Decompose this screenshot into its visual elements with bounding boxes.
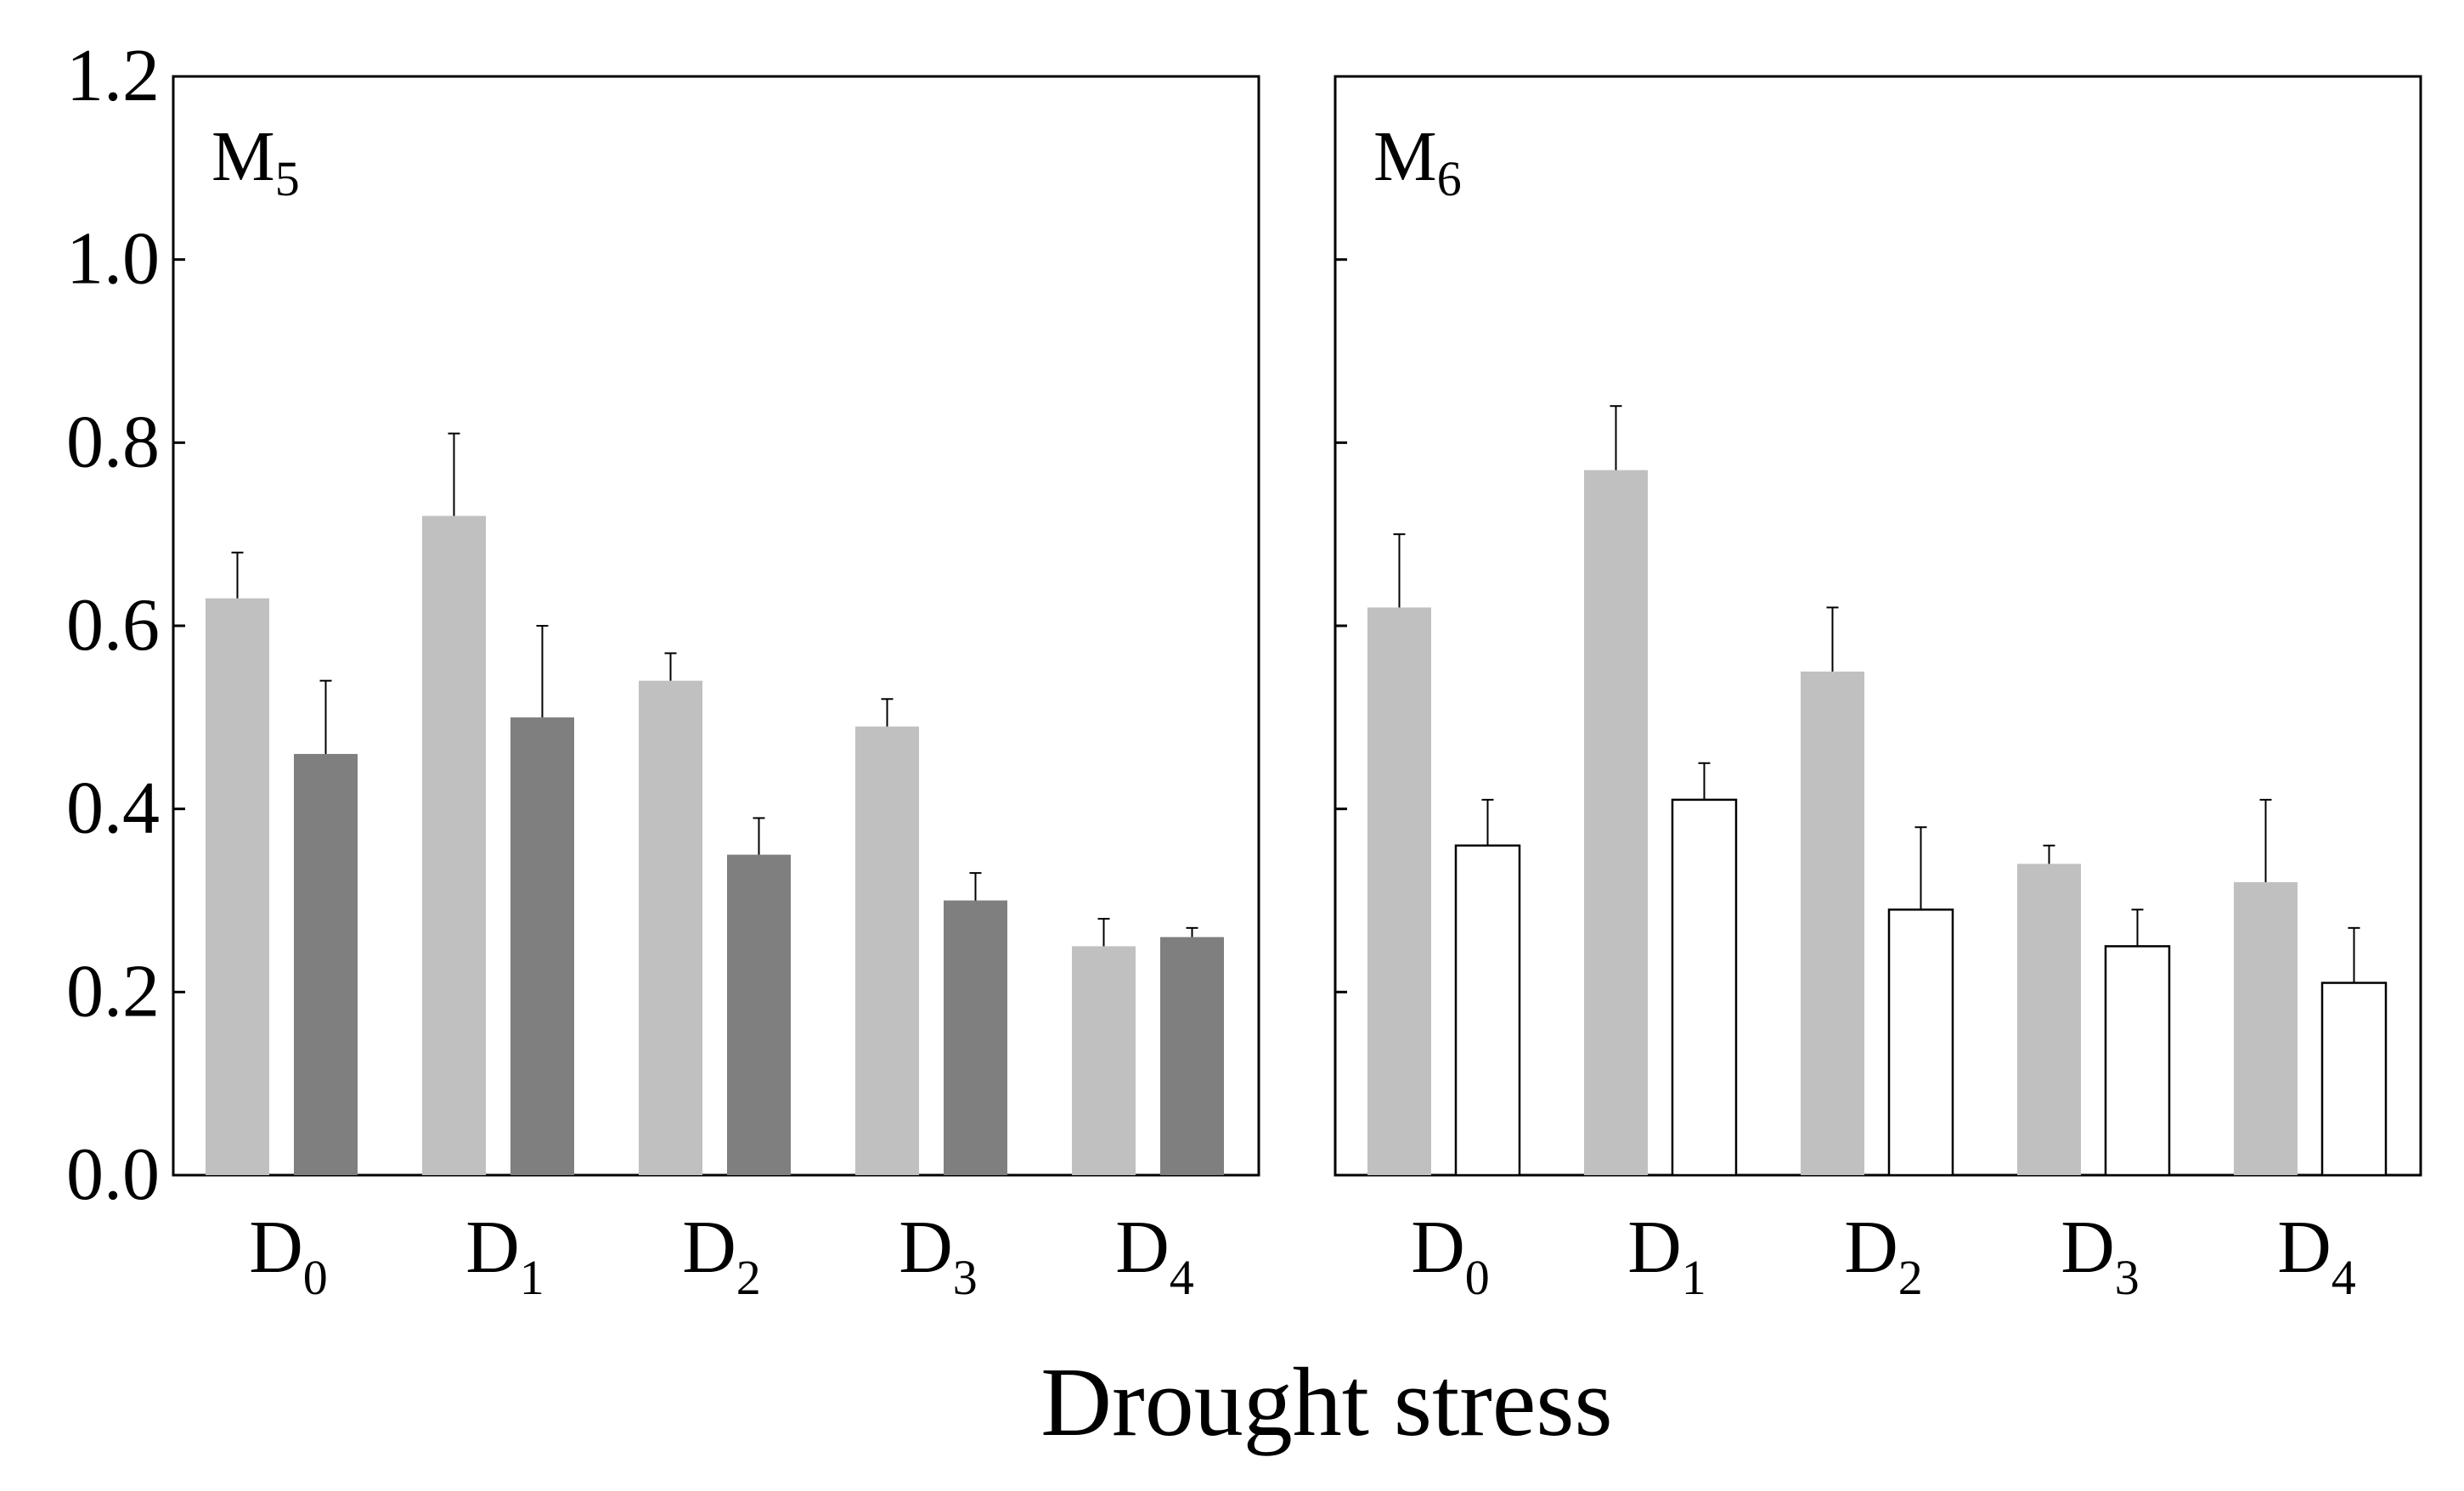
bar xyxy=(1072,946,1136,1175)
bar xyxy=(510,717,574,1175)
bar xyxy=(727,854,791,1175)
y-tick-label: 0.4 xyxy=(66,768,160,850)
x-tick-label: D0 xyxy=(1411,1207,1490,1305)
bar xyxy=(206,598,269,1175)
bar xyxy=(1801,671,1864,1175)
y-tick-label: 1.0 xyxy=(66,218,160,301)
x-tick-label: D1 xyxy=(1627,1207,1706,1305)
y-tick-label: 1.2 xyxy=(66,35,160,117)
y-tick-label: 0.2 xyxy=(66,950,160,1032)
y-tick-label: 0.8 xyxy=(66,401,160,483)
x-tick-label: D2 xyxy=(682,1207,761,1305)
bar xyxy=(1160,937,1224,1175)
y-tick-label: 0.6 xyxy=(66,584,160,667)
bar xyxy=(944,900,1007,1175)
bar xyxy=(422,515,486,1175)
x-axis-label: Drought stress xyxy=(1040,1348,1612,1457)
bar xyxy=(294,753,358,1175)
bar xyxy=(639,680,702,1175)
bar xyxy=(1887,909,1954,1177)
bar xyxy=(2104,945,2171,1177)
x-tick-label: D3 xyxy=(899,1207,978,1305)
x-tick-label: D4 xyxy=(1115,1207,1194,1305)
bar xyxy=(855,726,919,1175)
bar xyxy=(2017,864,2081,1175)
panel-label: M5 xyxy=(211,117,300,206)
bar xyxy=(1367,607,1431,1175)
bar xyxy=(2234,881,2298,1175)
panel-2: M6 D0 D1 D2 D3 D4 xyxy=(1333,75,2422,1305)
panel-label: M6 xyxy=(1373,117,1462,206)
x-tick-label: D2 xyxy=(1844,1207,1923,1305)
bar xyxy=(1671,798,1738,1177)
bar xyxy=(1584,470,1648,1175)
x-tick-label: D4 xyxy=(2277,1207,2356,1305)
bar xyxy=(2320,982,2388,1177)
x-tick-label: D0 xyxy=(249,1207,328,1305)
x-tick-label: D1 xyxy=(465,1207,544,1305)
y-tick-label: 0.0 xyxy=(66,1134,160,1216)
panel-1: M5 D0 D1 D2 D3 D4 xyxy=(172,75,1260,1305)
x-tick-label: D3 xyxy=(2061,1207,2140,1305)
bar xyxy=(1454,844,1521,1177)
